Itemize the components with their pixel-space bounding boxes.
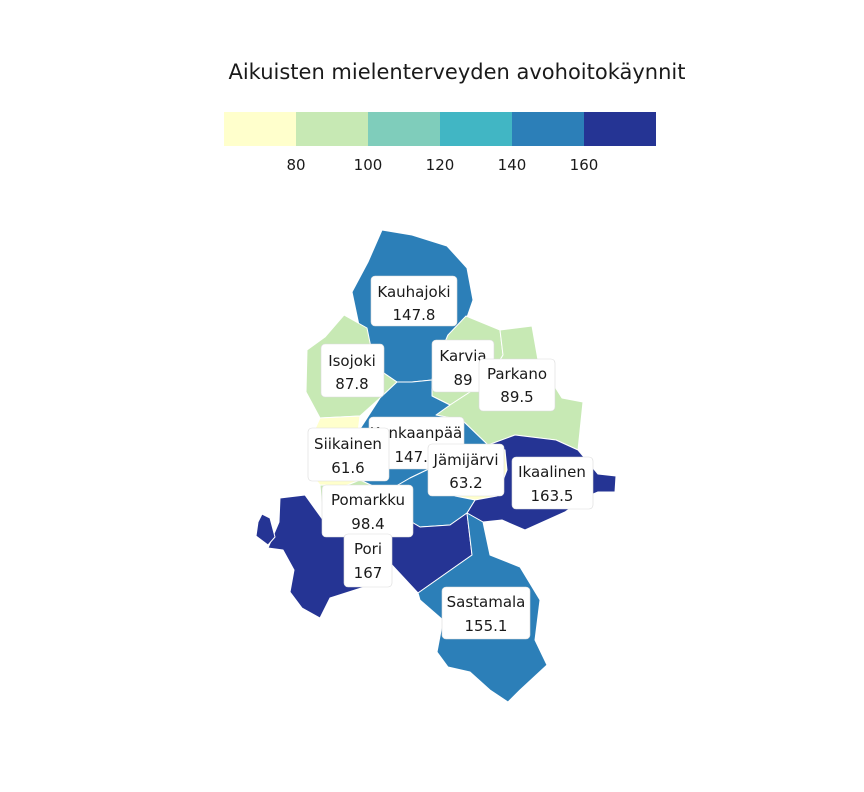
map-title: Aikuisten mielenterveyden avohoitokäynni… (228, 60, 685, 84)
label-sastamala: Sastamala 155.1 (441, 586, 531, 640)
color-legend: 80 100 120 140 160 (224, 112, 656, 174)
legend-tick: 80 (286, 156, 305, 174)
label-siikainen: Siikainen 61.6 (307, 427, 390, 482)
legend-tick: 100 (354, 156, 383, 174)
label-name: Siikainen (314, 435, 382, 453)
label-name: Parkano (487, 365, 547, 383)
label-name: Karvia (439, 347, 486, 365)
label-value: 155.1 (465, 617, 508, 635)
label-box (307, 427, 390, 482)
label-value: 61.6 (331, 459, 364, 477)
label-karvia: Karvia 89 (431, 339, 495, 393)
label-name: Sastamala (447, 593, 526, 611)
label-value: 163.5 (531, 487, 574, 505)
label-box (370, 275, 458, 327)
label-value: 87.8 (335, 375, 368, 393)
legend-bin-5 (512, 112, 584, 146)
label-isojoki: Isojoki 87.8 (320, 343, 385, 398)
label-name: Ikaalinen (518, 463, 586, 481)
label-jamijarvi: Jämijärvi 63.2 (427, 443, 505, 497)
legend-bin-3 (368, 112, 440, 146)
label-box (478, 358, 556, 412)
label-box (343, 533, 393, 588)
label-name: Jämijärvi (433, 451, 499, 469)
region-labels: Kauhajoki 147.8 Isojoki 87.8 Karvia 89 K… (307, 275, 594, 640)
label-name: Pori (354, 540, 382, 558)
legend-tick: 120 (426, 156, 455, 174)
label-value: 167 (354, 564, 383, 582)
label-box (441, 586, 531, 640)
label-name: Kauhajoki (377, 283, 450, 301)
legend-bin-4 (440, 112, 512, 146)
label-value: 147.9 (395, 448, 438, 466)
label-value: 89 (453, 371, 472, 389)
label-pori: Pori 167 (343, 533, 393, 588)
label-ikaalinen: Ikaalinen 163.5 (511, 456, 594, 510)
legend-bin-1 (224, 112, 296, 146)
label-value: 147.8 (393, 306, 436, 324)
label-parkano: Parkano 89.5 (478, 358, 556, 412)
label-name: Pomarkku (331, 491, 405, 509)
legend-tick: 160 (570, 156, 599, 174)
label-name: Kankaanpää (370, 424, 463, 442)
legend-bin-2 (296, 112, 368, 146)
legend-bin-6 (584, 112, 656, 146)
label-value: 63.2 (449, 474, 482, 492)
label-kauhajoki: Kauhajoki 147.8 (370, 275, 458, 327)
label-box (511, 456, 594, 510)
legend-tick: 140 (498, 156, 527, 174)
label-name: Isojoki (328, 352, 376, 370)
label-pomarkku: Pomarkku 98.4 (321, 484, 414, 538)
label-value: 89.5 (500, 388, 533, 406)
label-box (320, 343, 385, 398)
region-pori-island[interactable] (255, 513, 276, 546)
label-box (427, 443, 505, 497)
label-value: 98.4 (351, 515, 384, 533)
